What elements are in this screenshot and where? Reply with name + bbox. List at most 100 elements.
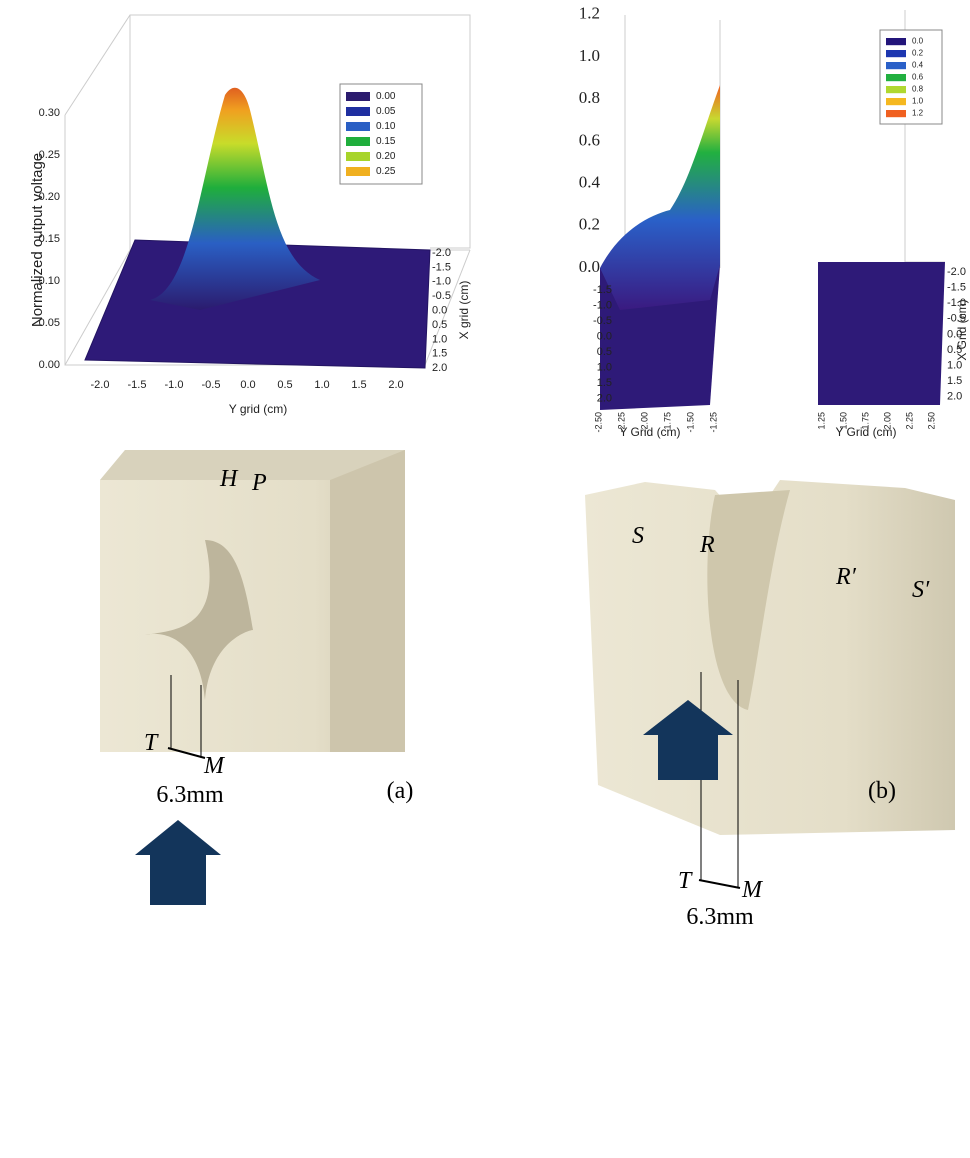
y-tick-label: -2.25 <box>616 412 626 433</box>
x-tick-label: -0.5 <box>947 313 966 325</box>
z-tick-label: 0.8 <box>579 88 600 107</box>
label-m: M <box>741 877 764 903</box>
legend-swatch <box>886 74 906 82</box>
x-tick-label: 0.5 <box>597 346 612 358</box>
dimension: 6.3mm <box>156 782 224 808</box>
legend-label: 0.10 <box>376 121 396 132</box>
photo-b-groove <box>707 490 790 710</box>
x-tick-label: 0.0 <box>947 328 962 340</box>
y-tick-label: 0.0 <box>240 379 255 391</box>
z-tick-label: 1.0 <box>579 46 600 65</box>
y-tick-label: 1.50 <box>838 412 848 430</box>
photo-a-cavity <box>145 540 253 700</box>
y-tick-label: 2.50 <box>926 412 936 430</box>
x-tick-label: 0.0 <box>597 330 612 342</box>
dimension: 6.3mm <box>686 904 754 930</box>
y-tick-label: -1.0 <box>165 379 184 391</box>
y-tick-label: 1.5 <box>351 379 366 391</box>
label-s: S <box>632 523 644 549</box>
z-axis-label: Normalized output voltage <box>29 153 46 327</box>
surface-a-peak <box>150 87 320 311</box>
x-tick-label: -0.5 <box>593 315 612 327</box>
z-tick-label: 0.4 <box>579 173 601 192</box>
legend-swatch <box>346 92 370 101</box>
x-tick-label: 1.5 <box>597 377 612 389</box>
x-tick-label: -1.0 <box>947 297 966 309</box>
z-tick-label: 0.05 <box>39 317 60 329</box>
legend-swatch <box>346 137 370 146</box>
x-tick-label: -1.0 <box>593 299 612 311</box>
x-tick-label: 1.5 <box>432 348 447 360</box>
y-tick-label: -1.5 <box>128 379 147 391</box>
legend-label: 0.00 <box>376 91 396 102</box>
x-tick-label: 0.5 <box>432 319 447 331</box>
surface-b-right <box>818 262 945 405</box>
caption: (b) <box>868 778 896 804</box>
photo-a-top <box>100 450 405 480</box>
dimension-arrow-b <box>698 879 741 889</box>
x-tick-label: -1.5 <box>593 284 612 296</box>
y-tick-label: 0.5 <box>277 379 292 391</box>
photo-a-side <box>330 450 405 752</box>
y-axis-label: Y grid (cm) <box>229 402 287 416</box>
y-tick-label: 1.25 <box>816 412 826 430</box>
legend-label: 1.0 <box>912 97 924 106</box>
surface-b-wall <box>600 85 720 310</box>
legend-label: 0.8 <box>912 85 924 94</box>
label-r-prime: R′ <box>835 564 857 590</box>
x-tick-label: 1.0 <box>432 333 447 345</box>
z-tick-label: 0.2 <box>579 215 600 234</box>
legend-swatch <box>886 38 906 46</box>
y-tick-label: -1.75 <box>662 412 672 433</box>
x-tick-label: 1.5 <box>947 375 962 387</box>
y-tick-label: -2.0 <box>91 379 110 391</box>
z-tick-label: 0.6 <box>579 130 600 149</box>
arrow-a <box>135 820 221 905</box>
z-tick-label: 0.15 <box>39 233 60 245</box>
y-axis-label: Y Grid (cm) <box>835 425 896 439</box>
legend-label: 0.4 <box>912 61 924 70</box>
label-s-prime: S′ <box>912 577 930 603</box>
x-tick-label: 0.0 <box>432 305 447 317</box>
label-m: M <box>203 753 226 779</box>
x-tick-label: -1.5 <box>947 282 966 294</box>
legend-swatch <box>886 110 906 118</box>
legend-label: 0.20 <box>376 151 396 162</box>
z-tick-label: 1.2 <box>579 4 600 23</box>
x-tick-label: -1.5 <box>432 261 451 273</box>
photo-a-block <box>100 450 405 752</box>
z-tick-label: 0.20 <box>39 191 60 203</box>
y-tick-label: 1.0 <box>314 379 329 391</box>
x-tick-label: 2.0 <box>597 392 612 404</box>
legend-swatch <box>886 62 906 70</box>
y-tick-label: 2.0 <box>388 379 403 391</box>
y-tick-label: 2.00 <box>882 412 892 430</box>
z-tick-label: 0.0 <box>579 257 600 276</box>
arrow-b <box>643 700 733 780</box>
legend-label: 0.25 <box>376 166 396 177</box>
surface-a-floor <box>84 239 431 369</box>
y-tick-label: -1.50 <box>685 412 695 433</box>
x-tick-label: -2.0 <box>947 266 966 278</box>
x-tick-label: -2.0 <box>432 247 451 259</box>
legend-label: 0.0 <box>912 37 924 46</box>
x-tick-label: 2.0 <box>947 391 962 403</box>
legend-swatch <box>346 122 370 131</box>
y-tick-label: -1.25 <box>708 412 718 433</box>
x-tick-label: -1.0 <box>432 276 451 288</box>
z-tick-label: 0.10 <box>39 275 60 287</box>
legend-label: 0.6 <box>912 73 924 82</box>
x-tick-label: 1.0 <box>597 361 612 373</box>
y-tick-label: -2.50 <box>593 412 603 433</box>
x-tick-label: 1.0 <box>947 360 962 372</box>
label-t: T <box>144 730 159 756</box>
x-axis-label: X Grid (cm) <box>955 299 969 360</box>
y-tick-label: 2.25 <box>904 412 914 430</box>
z-tick-label: 0.25 <box>39 149 60 161</box>
legend-label: 0.15 <box>376 136 396 147</box>
legend-swatch <box>886 86 906 94</box>
label-p: P <box>251 470 267 496</box>
legend-swatch <box>886 50 906 58</box>
legend-swatch <box>346 167 370 176</box>
